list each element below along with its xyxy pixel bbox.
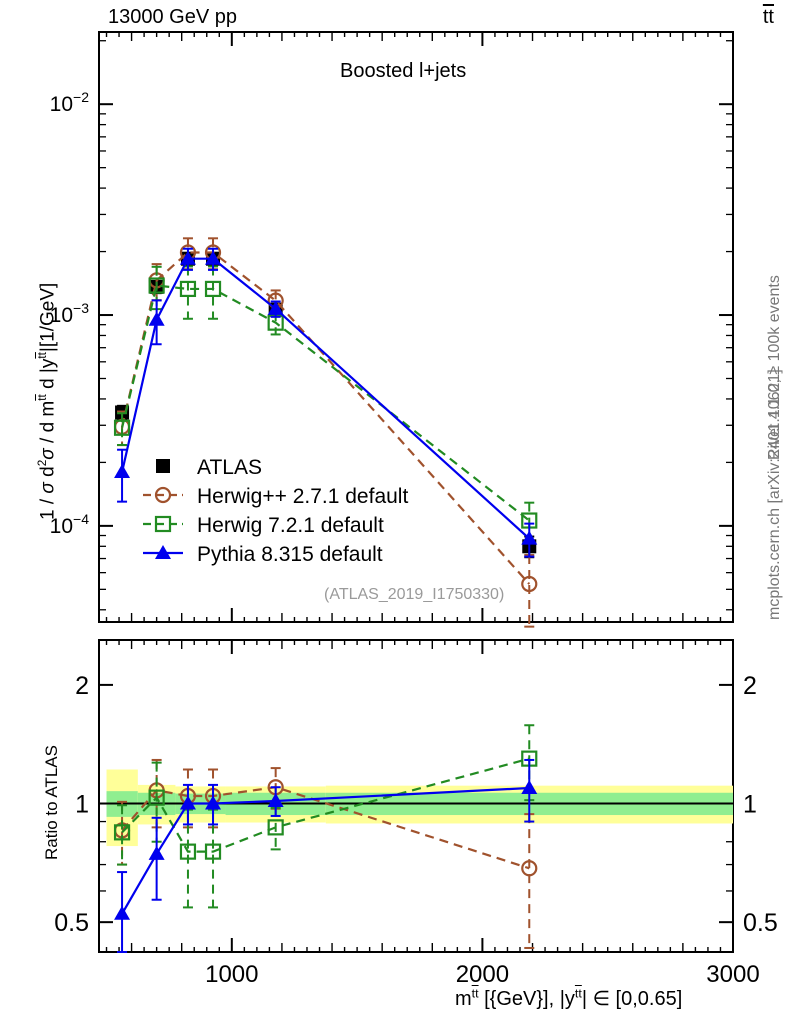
y-tick-label-ratio-right: 1 [743, 791, 757, 819]
plot-title: Boosted l+jets [340, 60, 467, 82]
x-tick-label: 1000 [205, 961, 258, 988]
x-axis-label: mtt [{GeV}], |ytt| ∈ [0,0.65] [455, 986, 683, 1010]
x-tick-label: 2000 [456, 961, 509, 988]
legend-label: Herwig++ 2.7.1 default [197, 485, 408, 508]
process-label: tt [762, 6, 774, 28]
series-herwig-2-7-1-default [113, 237, 538, 628]
y-tick-label-main: 10−3 [50, 300, 90, 327]
analysis-watermark: (ATLAS_2019_I1750330) [324, 586, 505, 603]
y-axis-label-main: 1 / σ d2σ / d mtt d |ytt|[1/GeV] [36, 282, 59, 520]
legend: ATLAS Herwig++ 2.7.1 default Herwig 7.2.1 … [143, 456, 408, 566]
y-tick-label-ratio: 0.5 [54, 909, 89, 937]
x-axis-ticks [105, 32, 734, 952]
ratio-panel-series [113, 724, 538, 953]
x-tick-label: 3000 [706, 961, 759, 988]
ratio-series-pythia-8-315-default [114, 758, 538, 953]
y-axis-ticks-ratio: 2 2 1 1 0.5 0.5 [54, 672, 778, 937]
legend-item-atlas[interactable]: ATLAS [156, 456, 262, 479]
y-tick-label-ratio-right: 2 [743, 672, 757, 700]
series-atlas [115, 251, 537, 559]
legend-label: Pythia 8.315 default [197, 543, 383, 566]
y-tick-label-ratio: 2 [75, 672, 89, 700]
legend-label: ATLAS [197, 456, 262, 479]
source-label: mcplots.cern.ch [arXiv:2401.10621] [766, 369, 783, 620]
legend-item-herwig-2-7-1-default[interactable]: Herwig++ 2.7.1 default [143, 485, 408, 508]
x-tick-labels: 1000 2000 3000 [205, 961, 760, 988]
y-tick-label-ratio: 1 [75, 791, 89, 819]
y-tick-label-ratio-right: 0.5 [743, 909, 778, 937]
main-panel-series [113, 237, 538, 628]
beam-label: 13000 GeV pp [108, 6, 237, 28]
series-pythia-8-315-default [114, 247, 538, 558]
legend-item-pythia-8-315-default[interactable]: Pythia 8.315 default [143, 543, 383, 566]
y-axis-ticks-main: 10−210−310−4 [50, 40, 733, 611]
legend-item-herwig-7-2-1-default[interactable]: Herwig 7.2.1 default [143, 514, 384, 537]
y-axis-label-ratio: Ratio to ATLAS [42, 745, 61, 860]
legend-label: Herwig 7.2.1 default [197, 514, 384, 537]
y-tick-label-main: 10−2 [50, 89, 90, 116]
